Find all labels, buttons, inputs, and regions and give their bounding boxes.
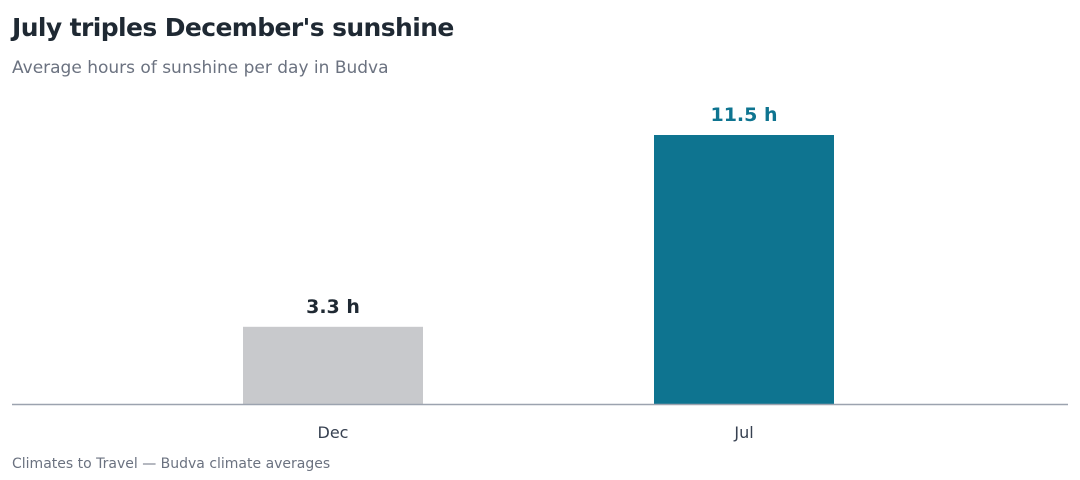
value-label-jul: 11.5 h xyxy=(710,104,777,126)
bars-group xyxy=(243,135,834,404)
source-note: Climates to Travel — Budva climate avera… xyxy=(12,456,331,472)
bar-jul xyxy=(654,135,834,404)
labels-group: 3.3 h Dec 11.5 h Jul xyxy=(306,104,777,442)
x-tick-label-jul: Jul xyxy=(733,423,753,442)
chart-title: July triples December's sunshine xyxy=(12,13,454,42)
x-tick-label-dec: Dec xyxy=(318,423,349,442)
value-label-dec: 3.3 h xyxy=(306,296,360,318)
bar-dec xyxy=(243,326,423,404)
chart-subtitle: Average hours of sunshine per day in Bud… xyxy=(12,58,389,78)
